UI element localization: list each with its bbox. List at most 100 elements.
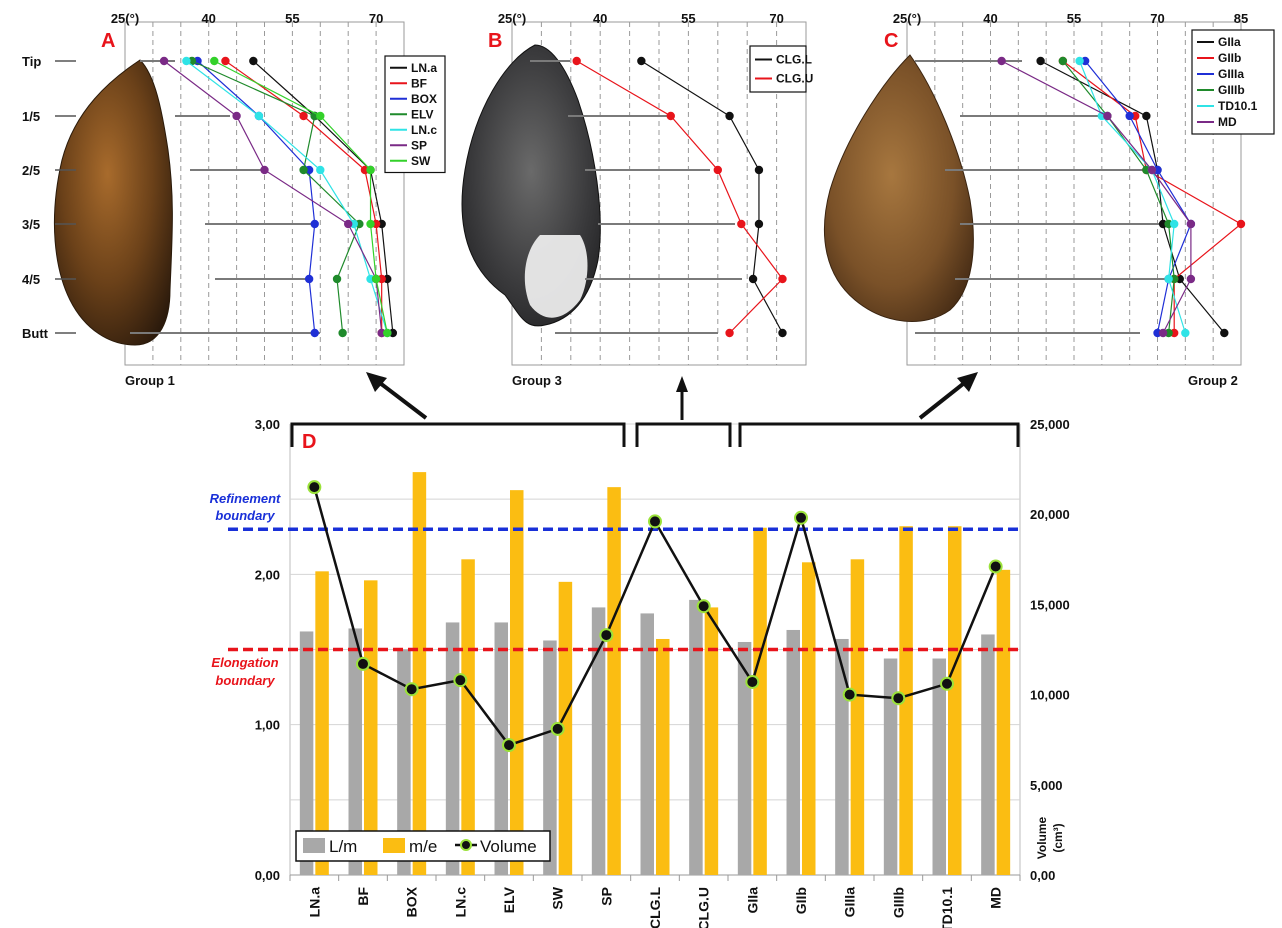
arrow-to-c <box>918 378 970 420</box>
panel-d-right-ticks: 0,00 5,000 10,000 15,000 20,000 25,000 <box>1030 417 1070 883</box>
point-box <box>310 219 319 229</box>
legend-label-sp: SP <box>411 138 427 152</box>
series-line-sw <box>214 60 388 334</box>
bar-lm-giiia <box>835 638 849 875</box>
right-axis-label-line1: Volume <box>1035 816 1049 859</box>
legend-label-clg-u: CLG.U <box>776 72 813 86</box>
panel-c-x-ticks: 25(°) 40 55 70 85 <box>893 11 1248 26</box>
bar-me-sw <box>558 581 573 875</box>
right-tick-label: 10,000 <box>1030 688 1070 703</box>
point-clg-u <box>725 328 734 338</box>
point-clg-u <box>778 274 787 284</box>
volume-point-giiib <box>891 691 906 706</box>
panel-d-letter: D <box>302 431 316 453</box>
legend-label-me: m/e <box>409 837 437 856</box>
bar-lm-td10-1 <box>932 658 946 875</box>
bar-me-box <box>412 472 427 875</box>
panel-b-x-ticks: 25(°) 40 55 70 <box>498 11 784 26</box>
point-clg-l <box>754 219 764 229</box>
category-label-elv: ELV <box>501 886 517 913</box>
x-tick-label: 70 <box>1150 11 1164 26</box>
y-category-tip: Tip <box>22 54 41 69</box>
point-md <box>1103 111 1112 121</box>
legend-label-volume: Volume <box>480 837 537 856</box>
series-line-giiib <box>1062 60 1175 334</box>
arrow-head-c <box>957 372 978 392</box>
bar-lm-sw <box>543 640 557 875</box>
series-line-clg-u <box>576 60 784 334</box>
panel-a-leader-lines <box>130 60 320 334</box>
bar-lm-box <box>397 649 411 875</box>
category-label-giiib: GIIIb <box>890 887 906 918</box>
y-category-1-5: 1/5 <box>22 109 40 124</box>
series-line-td10-1 <box>1079 60 1186 334</box>
series-line-ln-a <box>252 60 394 334</box>
point-giiib <box>1058 56 1068 66</box>
right-axis-label-line2: (cm³) <box>1051 823 1065 852</box>
series-line-giia <box>1040 60 1225 334</box>
x-tick-label: 25(°) <box>893 11 921 26</box>
panel-d-bars <box>299 472 1011 875</box>
point-sp <box>232 111 241 121</box>
x-tick-label: 25(°) <box>111 11 139 26</box>
point-bf <box>221 56 230 66</box>
legend-box <box>1191 29 1275 135</box>
series-line-giib <box>1062 60 1243 333</box>
point-sw <box>366 219 375 229</box>
bar-lm-clg-l <box>640 613 654 875</box>
panel-c-angle-chart: 25(°) 40 55 70 85 C Group 2 GIIaGIIbGIIIaGII… <box>823 11 1275 388</box>
x-tick-label: 25(°) <box>498 11 526 26</box>
legend-label-giia: GIIa <box>1218 35 1241 49</box>
bar-lm-clg-u <box>689 599 703 875</box>
panel-d-group-brackets <box>290 422 1020 447</box>
bar-me-giiib <box>899 526 913 875</box>
x-tick-label: 40 <box>201 11 215 26</box>
bar-lm-giia <box>737 641 752 875</box>
left-tick-label: 1,00 <box>255 718 280 733</box>
volume-point-clg-l <box>648 514 662 529</box>
volume-point-ln-c <box>453 673 468 688</box>
legend-label-box: BOX <box>411 92 437 106</box>
panel-c-series <box>997 56 1246 338</box>
panel-b-legend: CLG.L CLG.U <box>749 45 813 93</box>
bar-lm-sp <box>591 607 606 875</box>
category-label-clg-l: CLG.L <box>647 887 663 928</box>
x-tick-label: 55 <box>681 11 695 26</box>
point-sw <box>366 165 375 175</box>
point-clg-u <box>713 165 722 175</box>
bar-me-td10-1 <box>948 526 962 875</box>
panel-c-legend: GIIa GIIb GIIIa GIIIb TD10.1 MD <box>1191 29 1275 135</box>
legend-label-ln-a: LN.a <box>411 61 437 75</box>
series-line-giiia <box>1084 60 1192 334</box>
point-elv <box>299 165 308 175</box>
volume-point-giib <box>794 510 808 525</box>
bracket-group-3 <box>635 422 732 447</box>
point-box <box>304 274 314 284</box>
category-label-td10-1: TD10.1 <box>939 887 955 928</box>
panel-a-x-ticks: 25(°) 40 55 70 <box>111 11 383 26</box>
x-tick-label: 55 <box>285 11 299 26</box>
bar-lm-giib <box>786 629 800 875</box>
legend-label-clg-l: CLG.L <box>776 53 812 67</box>
left-tick-label: 3,00 <box>255 417 280 432</box>
bar-me-clg-l <box>656 638 670 875</box>
arrow-to-a <box>374 378 428 420</box>
point-td10-1 <box>1170 219 1179 229</box>
panel-d-left-ticks: 0,00 1,00 2,00 3,00 <box>255 417 280 883</box>
bar-me-elv <box>510 490 524 875</box>
point-clg-l <box>778 328 787 338</box>
point-giib <box>1236 219 1246 229</box>
right-tick-label: 0,00 <box>1030 868 1055 883</box>
arrow-head-b <box>676 376 688 392</box>
category-label-box: BOX <box>404 886 420 917</box>
point-bf <box>299 111 308 121</box>
point-md <box>997 56 1006 66</box>
y-category-4-5: 4/5 <box>22 272 40 287</box>
volume-point-elv <box>502 738 516 753</box>
x-tick-label: 85 <box>1234 11 1248 26</box>
point-sw <box>371 274 381 284</box>
legend-label-giiia: GIIIa <box>1218 67 1244 81</box>
panel-d-combo-chart: 0,00 1,00 2,00 3,00 0,00 5,000 10,000 15,000 20… <box>210 417 1070 928</box>
